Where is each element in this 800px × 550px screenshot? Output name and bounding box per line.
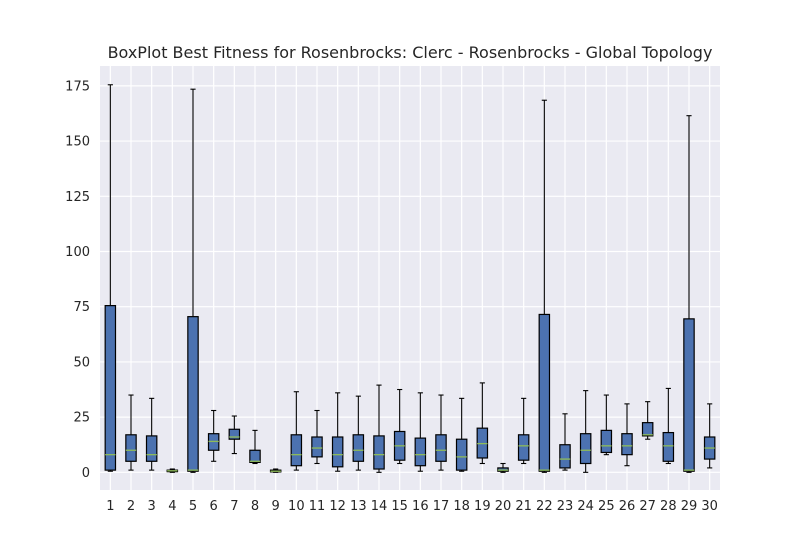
x-tick-label: 23 xyxy=(557,499,574,514)
iqr-box xyxy=(455,438,468,471)
box-13 xyxy=(352,395,365,471)
box-4 xyxy=(166,468,179,473)
plot-area xyxy=(100,66,720,490)
iqr-box xyxy=(352,434,365,462)
box-5 xyxy=(187,88,199,473)
x-tick-label: 11 xyxy=(309,499,326,514)
y-tick-label: 25 xyxy=(73,411,90,426)
box-2 xyxy=(125,394,137,471)
y-tick-label: 150 xyxy=(65,135,90,150)
box-17 xyxy=(435,394,447,471)
iqr-box xyxy=(600,429,613,454)
x-tick-label: 15 xyxy=(391,499,408,514)
y-tick-label: 50 xyxy=(73,355,90,370)
iqr-box xyxy=(311,436,323,458)
x-tick-label: 16 xyxy=(412,499,429,514)
box-25 xyxy=(600,394,613,456)
x-tick-label: 26 xyxy=(619,499,636,514)
x-tick-label: 30 xyxy=(701,499,718,514)
iqr-box xyxy=(249,449,261,463)
y-tick-label: 0 xyxy=(82,466,90,481)
x-tick-label: 19 xyxy=(474,499,491,514)
x-tick-label: 20 xyxy=(495,499,512,514)
x-tick-label: 7 xyxy=(230,499,238,514)
box-26 xyxy=(621,403,633,467)
x-tick-label: 25 xyxy=(598,499,615,514)
box-1 xyxy=(104,84,117,472)
box-21 xyxy=(517,397,530,465)
y-tick-label: 125 xyxy=(65,190,90,205)
chart-title: BoxPlot Best Fitness for Rosenbrocks: Cl… xyxy=(108,43,713,62)
x-tick-label: 17 xyxy=(433,499,450,514)
iqr-box xyxy=(538,313,551,472)
y-tick-label: 175 xyxy=(65,79,90,94)
box-18 xyxy=(455,397,468,472)
box-14 xyxy=(373,384,385,473)
box-6 xyxy=(207,409,220,462)
iqr-box xyxy=(414,437,427,467)
y-tick-label: 75 xyxy=(73,300,90,315)
y-tick-label: 100 xyxy=(65,245,90,260)
box-24 xyxy=(579,390,592,473)
box-7 xyxy=(228,415,241,455)
x-tick-label: 1 xyxy=(106,499,114,514)
x-tick-label: 4 xyxy=(168,499,176,514)
y-axis-ticks: 0 25 50 75 100 125 150 175 xyxy=(65,79,90,480)
x-tick-label: 18 xyxy=(453,499,470,514)
x-tick-label: 2 xyxy=(127,499,135,514)
box-20 xyxy=(497,462,509,473)
box-3 xyxy=(145,397,158,471)
box-11 xyxy=(311,409,323,465)
box-29 xyxy=(683,115,695,473)
x-tick-label: 27 xyxy=(639,499,656,514)
iqr-box xyxy=(331,436,344,468)
iqr-box xyxy=(579,433,592,465)
box-16 xyxy=(414,392,427,472)
box-10 xyxy=(290,391,303,471)
x-tick-label: 14 xyxy=(371,499,388,514)
iqr-box xyxy=(187,316,199,472)
x-tick-label: 3 xyxy=(148,499,156,514)
iqr-box xyxy=(621,433,633,456)
box-series xyxy=(104,84,716,473)
box-19 xyxy=(476,382,489,465)
x-tick-label: 10 xyxy=(288,499,305,514)
box-22 xyxy=(538,99,551,473)
box-27 xyxy=(641,401,654,440)
iqr-box xyxy=(145,435,158,462)
iqr-box xyxy=(373,435,385,470)
box-8 xyxy=(249,429,261,465)
iqr-box xyxy=(435,434,447,462)
x-tick-label: 5 xyxy=(189,499,197,514)
box-12 xyxy=(331,392,344,472)
x-tick-label: 24 xyxy=(577,499,594,514)
iqr-box xyxy=(125,434,137,462)
box-15 xyxy=(393,388,406,465)
x-tick-label: 13 xyxy=(350,499,367,514)
iqr-box xyxy=(104,305,117,471)
x-tick-label: 22 xyxy=(536,499,553,514)
x-tick-label: 29 xyxy=(681,499,698,514)
x-tick-label: 9 xyxy=(272,499,280,514)
x-axis-ticks: 1 2 3 4 5 6 7 8 9 10 11 12 13 14 15 16 17 18 19 20 21 22 23 24 2… xyxy=(106,499,718,514)
x-tick-label: 28 xyxy=(660,499,677,514)
iqr-box xyxy=(683,318,695,472)
x-tick-label: 12 xyxy=(329,499,346,514)
iqr-box xyxy=(517,434,530,461)
iqr-box xyxy=(290,434,303,467)
iqr-box xyxy=(559,444,571,469)
x-tick-label: 8 xyxy=(251,499,259,514)
box-23 xyxy=(559,413,571,471)
box-30 xyxy=(703,403,716,469)
iqr-box xyxy=(662,431,675,462)
x-tick-label: 6 xyxy=(210,499,218,514)
iqr-box xyxy=(641,422,654,437)
box-28 xyxy=(662,387,675,465)
x-tick-label: 21 xyxy=(515,499,532,514)
iqr-box xyxy=(228,428,241,440)
box-9 xyxy=(269,468,282,473)
